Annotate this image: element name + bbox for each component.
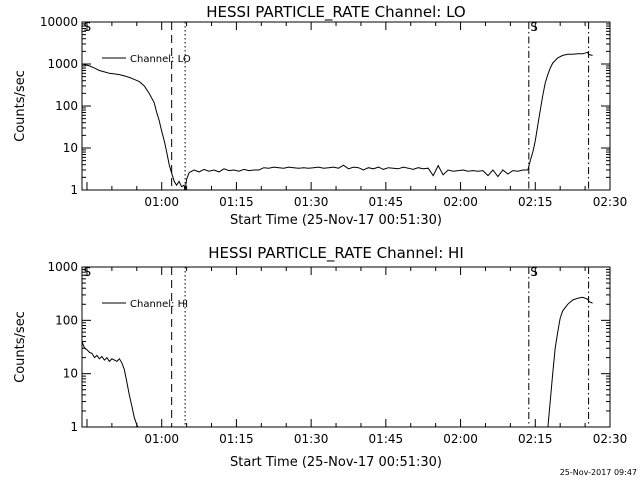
series-line-0 [82,341,139,427]
saa-marker: S [530,20,538,34]
y-tick-label: 10 [63,141,78,155]
x-tick-label: 01:00 [144,432,179,446]
y-tick-label: 1000 [47,260,78,274]
x-tick-label: 01:15 [219,432,254,446]
legend-label: Channel: LO [130,54,191,65]
y-tick-label: 1000 [47,57,78,71]
series-line-2 [527,51,593,171]
x-tick-label: 01:30 [294,432,329,446]
x-tick-label: 01:15 [219,195,254,209]
saa-marker: S [530,265,538,279]
lo-channel-panel: HESSI PARTICLE_RATE Channel: LO Start Tim… [13,3,627,228]
plot-frame [81,266,611,428]
saa-marker: S [83,265,91,279]
x-tick-label: 02:00 [443,195,478,209]
y-tick-label: 100 [55,313,78,327]
x-tick-label: 01:45 [369,432,404,446]
y-axis-label: Counts/sec [13,311,28,383]
y-tick-label: 1 [70,183,78,197]
x-tick-label: 02:00 [443,432,478,446]
y-tick-label: 10000 [40,15,78,29]
chart-title: HESSI PARTICLE_RATE Channel: HI [208,244,464,263]
y-axis-label: Counts/sec [13,70,28,142]
x-tick-label: 02:15 [518,432,553,446]
plot-frame [81,21,611,191]
y-tick-label: 100 [55,99,78,113]
series-line-0 [82,63,190,190]
date-stamp: 25-Nov-2017 09:47 [560,468,637,477]
x-tick-label: 01:00 [144,195,179,209]
y-tick-label: 10 [63,367,78,381]
series-line-1 [547,296,593,427]
series-line-1 [188,164,528,178]
x-tick-label: 01:45 [369,195,404,209]
x-axis-label: Start Time (25-Nov-17 00:51:30) [230,213,442,228]
x-axis-label: Start Time (25-Nov-17 00:51:30) [230,455,442,470]
y-tick-label: 1 [70,420,78,434]
chart-title: HESSI PARTICLE_RATE Channel: LO [206,3,465,22]
legend-label: Channel: HI [130,299,188,310]
x-tick-label: 02:30 [593,432,628,446]
hi-channel-panel: HESSI PARTICLE_RATE Channel: HI Start Tim… [13,244,627,470]
x-tick-label: 02:30 [593,195,628,209]
x-tick-label: 02:15 [518,195,553,209]
saa-marker: S [83,20,91,34]
x-tick-label: 01:30 [294,195,329,209]
